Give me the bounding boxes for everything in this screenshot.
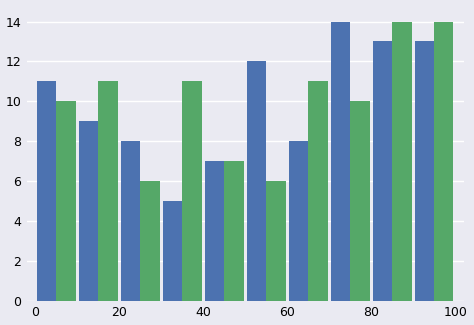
Bar [373,42,392,301]
Bar [37,81,56,301]
Bar [350,101,370,301]
Bar [415,42,434,301]
Bar [289,141,308,301]
Bar [98,81,118,301]
Bar [308,81,328,301]
Bar [434,21,454,301]
Bar [121,141,140,301]
Bar [56,101,76,301]
Bar [247,61,266,301]
Bar [205,161,224,301]
Bar [182,81,201,301]
Bar [266,181,285,301]
Bar [392,21,411,301]
Bar [224,161,244,301]
Bar [140,181,160,301]
Bar [163,201,182,301]
Bar [331,21,350,301]
Bar [79,121,98,301]
